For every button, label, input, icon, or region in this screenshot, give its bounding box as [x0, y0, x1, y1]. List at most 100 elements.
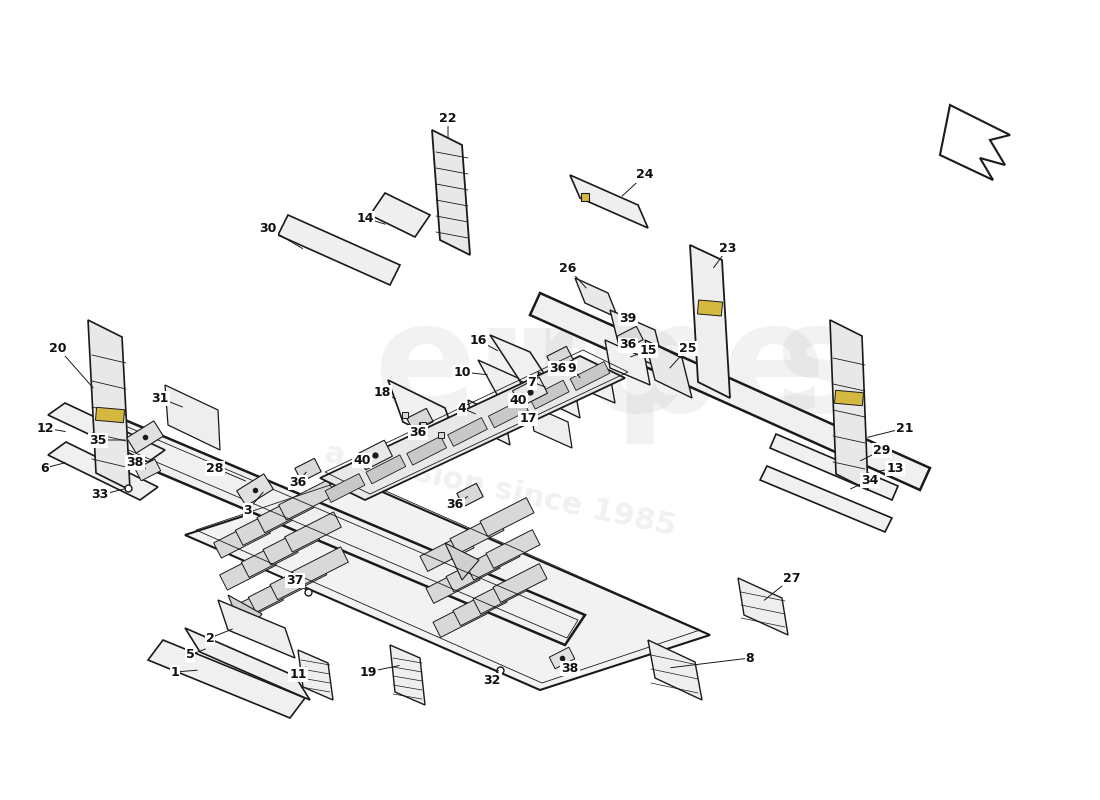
Polygon shape: [448, 418, 487, 446]
Text: 36: 36: [447, 498, 463, 511]
Polygon shape: [407, 408, 433, 432]
Text: 36: 36: [549, 362, 566, 374]
Text: 31: 31: [152, 391, 168, 405]
Polygon shape: [605, 340, 650, 385]
Polygon shape: [285, 512, 341, 552]
Text: 8: 8: [746, 651, 755, 665]
Polygon shape: [570, 175, 648, 228]
Polygon shape: [830, 320, 868, 490]
Text: 34: 34: [861, 474, 879, 486]
Text: 17: 17: [519, 411, 537, 425]
Polygon shape: [366, 455, 406, 484]
Polygon shape: [218, 600, 295, 658]
Text: 12: 12: [36, 422, 54, 434]
Text: 40: 40: [509, 394, 527, 406]
Text: 39: 39: [619, 311, 637, 325]
Text: 30: 30: [260, 222, 277, 234]
Text: 21: 21: [896, 422, 914, 434]
Text: pe: pe: [614, 295, 826, 445]
Text: 36: 36: [409, 426, 427, 438]
Polygon shape: [370, 193, 430, 237]
Polygon shape: [236, 474, 273, 506]
Polygon shape: [263, 525, 320, 565]
Text: ro: ro: [509, 295, 690, 445]
Polygon shape: [228, 595, 262, 635]
Text: 27: 27: [783, 571, 801, 585]
Polygon shape: [513, 377, 548, 407]
Text: 26: 26: [559, 262, 576, 274]
Text: 15: 15: [639, 343, 657, 357]
Polygon shape: [478, 360, 540, 418]
Text: 40: 40: [353, 454, 371, 466]
Text: 7: 7: [528, 375, 537, 389]
Text: 9: 9: [568, 362, 576, 374]
Polygon shape: [241, 538, 298, 578]
Polygon shape: [473, 575, 527, 614]
Text: 32: 32: [483, 674, 500, 686]
Text: 19: 19: [360, 666, 376, 678]
Polygon shape: [249, 572, 305, 612]
Text: 36: 36: [619, 338, 637, 351]
Polygon shape: [575, 278, 618, 318]
Polygon shape: [213, 518, 271, 558]
Text: 37: 37: [286, 574, 304, 586]
Text: 3: 3: [244, 503, 252, 517]
Polygon shape: [390, 645, 425, 705]
Text: 38: 38: [561, 662, 579, 674]
Polygon shape: [388, 380, 460, 450]
Polygon shape: [453, 587, 507, 626]
Polygon shape: [617, 326, 643, 350]
Polygon shape: [570, 358, 615, 403]
Polygon shape: [148, 640, 305, 718]
Polygon shape: [538, 372, 580, 418]
Polygon shape: [697, 300, 723, 316]
Polygon shape: [486, 530, 540, 568]
Polygon shape: [738, 578, 788, 635]
Polygon shape: [466, 542, 520, 580]
Polygon shape: [426, 565, 480, 603]
Polygon shape: [433, 598, 487, 638]
Polygon shape: [135, 459, 161, 481]
Text: 20: 20: [50, 342, 67, 354]
Polygon shape: [358, 440, 393, 470]
Polygon shape: [456, 483, 483, 506]
Polygon shape: [88, 320, 130, 490]
Polygon shape: [835, 390, 864, 406]
Polygon shape: [432, 130, 470, 255]
Polygon shape: [610, 310, 665, 370]
Text: 10: 10: [453, 366, 471, 378]
Text: 22: 22: [439, 111, 456, 125]
Polygon shape: [530, 405, 572, 448]
Polygon shape: [227, 585, 284, 625]
Polygon shape: [104, 420, 585, 645]
Text: 14: 14: [356, 211, 374, 225]
Polygon shape: [235, 506, 292, 546]
Polygon shape: [446, 543, 478, 580]
Polygon shape: [48, 403, 165, 462]
Polygon shape: [770, 434, 898, 500]
Polygon shape: [292, 547, 349, 587]
Text: 4: 4: [458, 402, 466, 414]
Text: 1: 1: [170, 666, 179, 678]
Text: 16: 16: [470, 334, 486, 346]
Text: 38: 38: [126, 455, 144, 469]
Polygon shape: [420, 533, 474, 571]
Polygon shape: [220, 550, 276, 590]
Text: 13: 13: [887, 462, 904, 474]
Polygon shape: [645, 340, 692, 398]
Text: 36: 36: [289, 475, 307, 489]
Polygon shape: [450, 515, 504, 554]
Text: 33: 33: [91, 489, 109, 502]
Polygon shape: [549, 647, 575, 669]
Polygon shape: [407, 436, 447, 465]
Polygon shape: [126, 421, 163, 453]
Text: 2: 2: [206, 631, 214, 645]
Polygon shape: [48, 442, 158, 500]
Polygon shape: [490, 335, 560, 398]
Polygon shape: [760, 466, 892, 532]
Polygon shape: [185, 628, 310, 700]
Polygon shape: [468, 400, 510, 445]
Text: 29: 29: [873, 443, 891, 457]
Text: a passion since 1985: a passion since 1985: [322, 438, 679, 542]
Polygon shape: [295, 458, 321, 482]
